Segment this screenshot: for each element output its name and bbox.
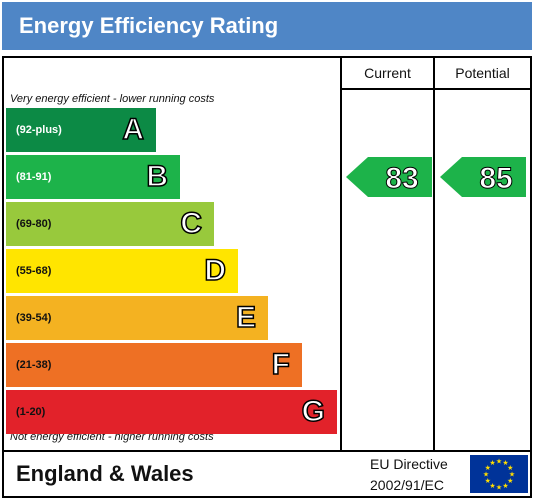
band-letter: A [122, 112, 145, 147]
footer: England & Wales EU Directive 2002/91/EC … [2, 452, 532, 498]
potential-rating-arrow: 85 [440, 157, 526, 197]
potential-column-header: Potential [455, 65, 510, 81]
column-header-rule [340, 88, 530, 90]
rating-band-a: (92-plus) A [6, 108, 156, 152]
eu-star: ★ [502, 482, 508, 490]
rating-band-f: (21-38) F [6, 343, 302, 387]
column-divider-potential [433, 58, 435, 450]
rating-chart: Current Potential Very energy efficient … [2, 56, 532, 452]
current-rating-arrow: 83 [346, 157, 432, 197]
current-rating-arrow-shape [346, 157, 432, 197]
rating-band-e: (39-54) E [6, 296, 268, 340]
directive-line-1: EU Directive [370, 456, 448, 472]
current-rating-arrow-value: 83 [385, 162, 418, 195]
directive-line-2: 2002/91/EC [370, 477, 444, 493]
eu-star: ★ [507, 477, 513, 485]
band-range-label: (69-80) [16, 218, 52, 230]
band-letter: D [204, 253, 227, 288]
rating-band-b: (81-91) B [6, 155, 180, 199]
band-letter: F [271, 347, 291, 382]
column-divider-current [340, 58, 342, 450]
current-column-header: Current [364, 65, 411, 81]
eu-stars: ★★★★★★★★★ ★ ★★ [483, 458, 515, 492]
eu-directive: EU Directive 2002/91/EC [370, 454, 448, 496]
band-range-label: (39-54) [16, 312, 52, 324]
band-letter: B [146, 159, 169, 194]
eu-star: ★ [509, 471, 515, 479]
region-label: England & Wales [16, 461, 194, 486]
eu-star: ★ [507, 464, 513, 472]
band-range-label: (81-91) [16, 171, 52, 183]
rating-band-c: (69-80) C [6, 202, 214, 246]
inefficient-note: Not energy efficient - higher running co… [10, 431, 214, 443]
eu-star: ★ [489, 459, 495, 467]
efficient-note: Very energy efficient - lower running co… [10, 93, 215, 105]
band-letter: E [235, 300, 257, 335]
eu-star: ★ [496, 458, 502, 466]
eu-flag-icon: ★ ★ ★ ★ ★ ★ ★ ★ ★ ★ ★ ★ [470, 455, 528, 493]
band-range-label: (55-68) [16, 265, 52, 277]
rating-band-g: (1-20) G [6, 390, 337, 434]
eu-star: ★ [485, 464, 491, 472]
potential-rating-arrow-shape [440, 157, 526, 197]
page-title: Energy Efficiency Rating [2, 2, 532, 50]
eu-star: ★ [496, 484, 502, 492]
eu-star: ★ [483, 471, 489, 479]
eu-star: ★ [489, 482, 495, 490]
band-letter: G [301, 394, 326, 429]
band-range-label: (1-20) [16, 406, 46, 418]
eu-star: ★ [502, 459, 508, 467]
band-range-label: (21-38) [16, 359, 52, 371]
eu-star: ★ [485, 477, 491, 485]
band-letter: C [180, 206, 203, 241]
rating-band-d: (55-68) D [6, 249, 238, 293]
band-range-label: (92-plus) [16, 124, 62, 136]
potential-rating-arrow-value: 85 [479, 162, 512, 195]
